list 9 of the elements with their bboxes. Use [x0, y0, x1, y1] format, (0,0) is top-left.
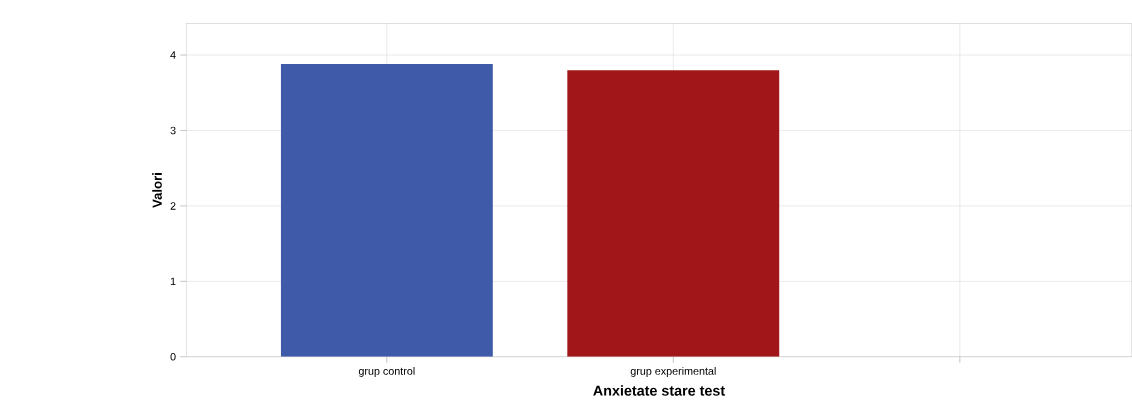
y-tick-label: 3: [170, 126, 176, 135]
x-tick-label: grup experimental: [630, 367, 716, 378]
y-tick-label: 2: [170, 202, 176, 210]
x-axis-title: Anxietate stare test: [593, 385, 725, 396]
y-tick-label: 4: [170, 51, 176, 59]
y-axis-title: Valori: [152, 173, 162, 209]
x-tick-label: grup control: [358, 367, 415, 378]
y-tick-label: 1: [170, 277, 176, 286]
y-tick-label: 0: [170, 353, 176, 361]
